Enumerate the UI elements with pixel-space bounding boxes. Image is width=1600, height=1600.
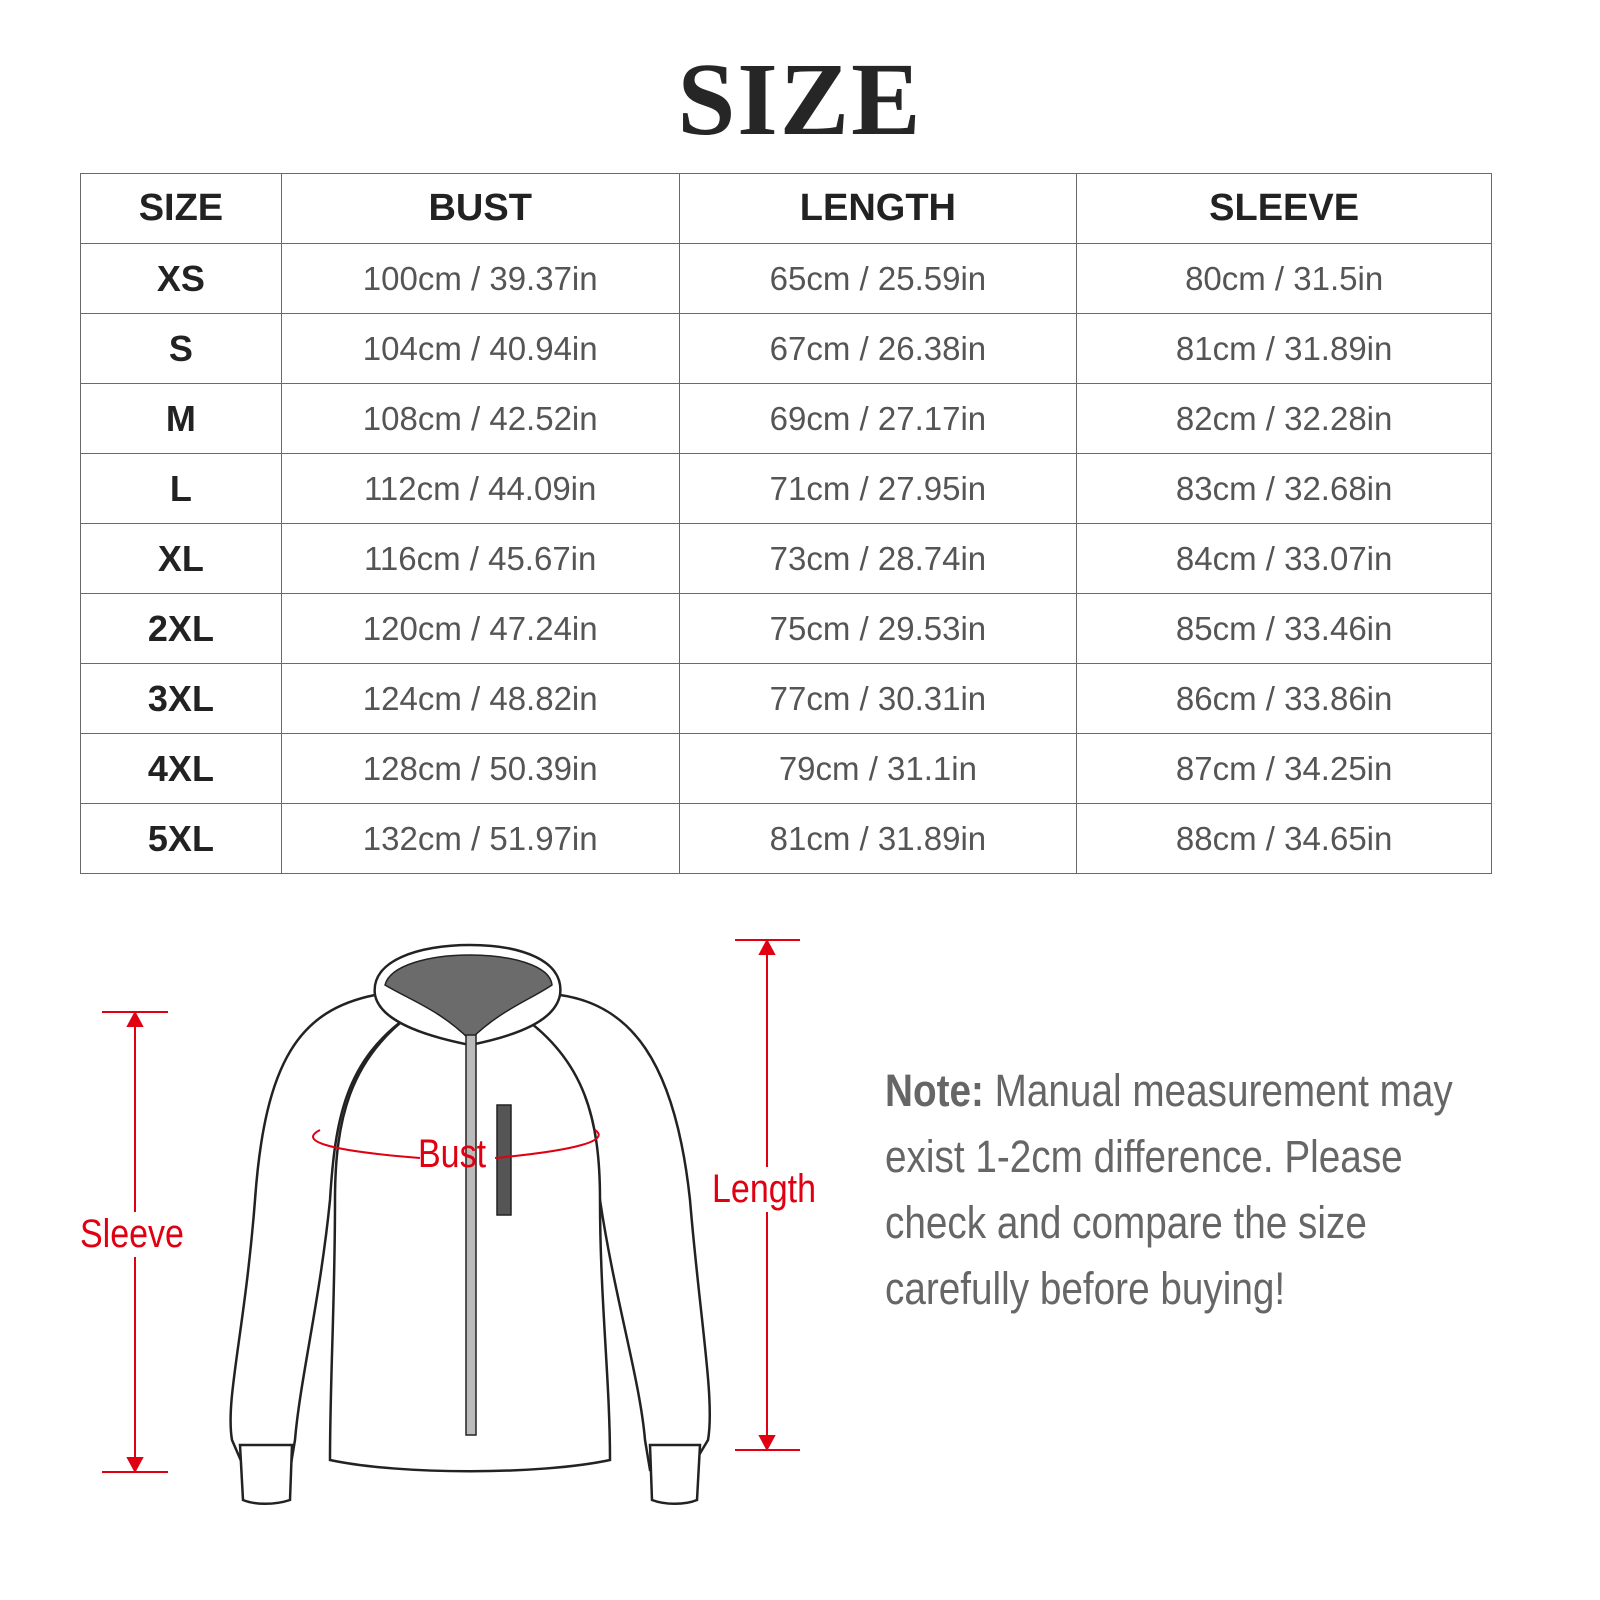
table-row: XL 116cm / 45.67in 73cm / 28.74in 84cm / 33…	[80, 523, 1492, 594]
arrow-down-icon	[126, 1457, 144, 1474]
measurement-cell: 88cm / 34.65in	[1076, 803, 1492, 874]
table-row: 4XL 128cm / 50.39in 79cm / 31.1in 87cm / 34…	[80, 733, 1492, 804]
table-row: 5XL 132cm / 51.97in 81cm / 31.89in 88cm / 3…	[80, 803, 1492, 874]
bust-label: Bust	[418, 1132, 487, 1176]
column-header: SLEEVE	[1076, 173, 1492, 244]
size-cell: XS	[80, 243, 282, 314]
measurement-cell: 124cm / 48.82in	[280, 663, 680, 734]
measurement-cell: 73cm / 28.74in	[678, 523, 1078, 594]
measurement-cell: 108cm / 42.52in	[280, 383, 680, 454]
measurement-cell: 79cm / 31.1in	[678, 733, 1078, 804]
measurement-cell: 67cm / 26.38in	[678, 313, 1078, 384]
measurement-cell: 112cm / 44.09in	[280, 453, 680, 524]
size-table: SIZE BUST LENGTH SLEEVE XS 100cm / 39.37in 65…	[80, 173, 1492, 874]
table-row: L 112cm / 44.09in 71cm / 27.95in 83cm / 32.…	[80, 453, 1492, 524]
jacket-diagram	[102, 938, 800, 1505]
table-row: S 104cm / 40.94in 67cm / 26.38in 81cm / 31.…	[80, 313, 1492, 384]
measurement-cell: 85cm / 33.46in	[1076, 593, 1492, 664]
measurement-cell: 86cm / 33.86in	[1076, 663, 1492, 734]
length-label: Length	[712, 1167, 816, 1212]
measurement-cell: 71cm / 27.95in	[678, 453, 1078, 524]
measurement-cell: 120cm / 47.24in	[280, 593, 680, 664]
arrow-up-icon	[126, 1010, 144, 1027]
page-title: SIZE	[677, 42, 923, 157]
measurement-cell: 87cm / 34.25in	[1076, 733, 1492, 804]
measurement-cell: 128cm / 50.39in	[280, 733, 680, 804]
size-cell: M	[80, 383, 282, 454]
measurement-cell: 75cm / 29.53in	[678, 593, 1078, 664]
jacket-illustration	[229, 943, 712, 1505]
size-cell: 5XL	[80, 803, 282, 874]
size-cell: 2XL	[80, 593, 282, 664]
table-row: 2XL 120cm / 47.24in 75cm / 29.53in 85cm / 3…	[80, 593, 1492, 664]
size-cell: 4XL	[80, 733, 282, 804]
table-row: 3XL 124cm / 48.82in 77cm / 30.31in 86cm / 3…	[80, 663, 1492, 734]
column-header: LENGTH	[678, 173, 1078, 244]
size-cell: XL	[80, 523, 282, 594]
bust-curve	[312, 1129, 600, 1159]
size-cell: S	[80, 313, 282, 384]
size-cell: 3XL	[80, 663, 282, 734]
measurement-cell: 81cm / 31.89in	[678, 803, 1078, 874]
table-row: M 108cm / 42.52in 69cm / 27.17in 82cm / 32.…	[80, 383, 1492, 454]
note-text: Note: Manual measurement may exist 1-2cm…	[885, 1058, 1504, 1322]
measurement-cell: 100cm / 39.37in	[280, 243, 680, 314]
column-header: BUST	[280, 173, 680, 244]
arrow-down-icon	[758, 1435, 776, 1452]
measurement-cell: 84cm / 33.07in	[1076, 523, 1492, 594]
size-cell: L	[80, 453, 282, 524]
arrow-up-icon	[758, 938, 776, 955]
measurement-cell: 80cm / 31.5in	[1076, 243, 1492, 314]
measurement-cell: 81cm / 31.89in	[1076, 313, 1492, 384]
measurement-cell: 116cm / 45.67in	[280, 523, 680, 594]
sleeve-label: Sleeve	[80, 1212, 184, 1257]
table-row: XS 100cm / 39.37in 65cm / 25.59in 80cm / 31…	[80, 243, 1492, 314]
measurement-cell: 69cm / 27.17in	[678, 383, 1078, 454]
measurement-cell: 77cm / 30.31in	[678, 663, 1078, 734]
measurement-cell: 83cm / 32.68in	[1076, 453, 1492, 524]
measurement-cell: 132cm / 51.97in	[280, 803, 680, 874]
column-header: SIZE	[80, 173, 282, 244]
measurement-cell: 65cm / 25.59in	[678, 243, 1078, 314]
note-label: Note:	[885, 1065, 984, 1116]
table-header-row: SIZE BUST LENGTH SLEEVE	[80, 173, 1492, 244]
measurement-cell: 104cm / 40.94in	[280, 313, 680, 384]
measurement-cell: 82cm / 32.28in	[1076, 383, 1492, 454]
note-body: Manual measurement may exist 1-2cm diffe…	[885, 1065, 1453, 1314]
